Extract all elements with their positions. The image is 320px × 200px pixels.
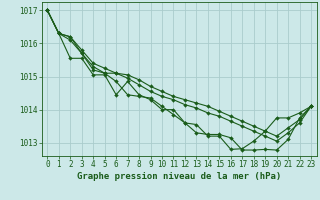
X-axis label: Graphe pression niveau de la mer (hPa): Graphe pression niveau de la mer (hPa) — [77, 172, 281, 181]
